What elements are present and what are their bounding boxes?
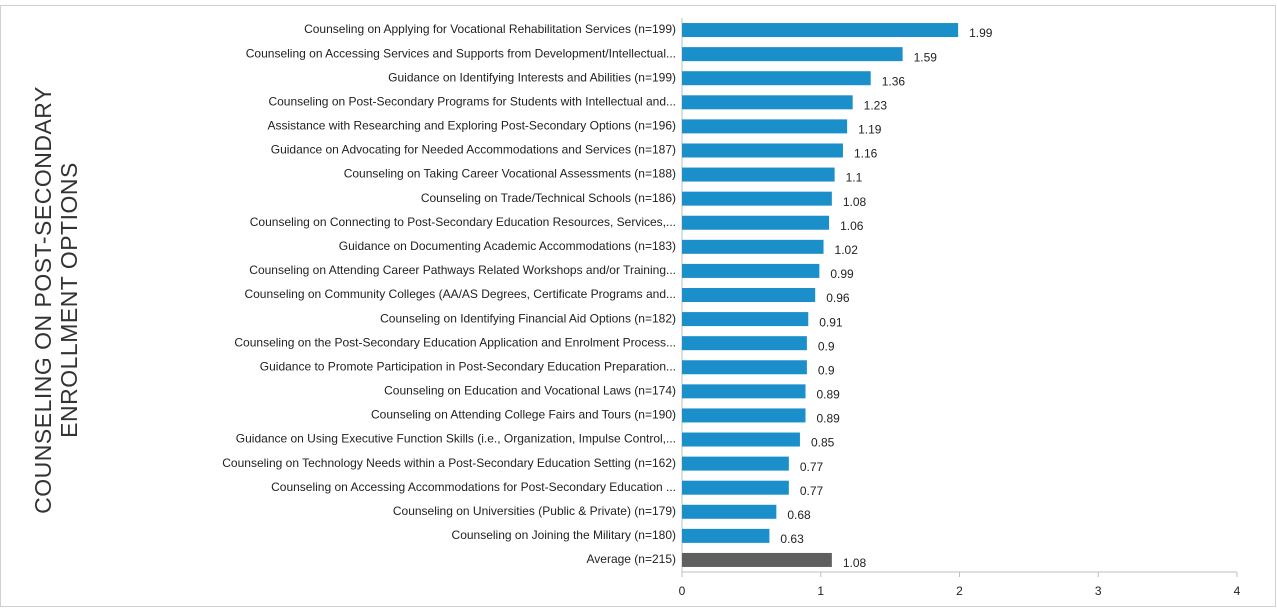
value-label: 1.59: [914, 50, 938, 64]
y-tick-label: Counseling on Accessing Accommodations f…: [271, 480, 676, 494]
y-tick-label: Guidance to Promote Participation in Pos…: [260, 359, 676, 373]
value-label: 0.63: [780, 532, 804, 546]
y-axis-title-line: ENROLLMENT OPTIONS: [56, 162, 82, 438]
bar: [682, 167, 835, 182]
bar: [682, 23, 959, 38]
value-label: 0.89: [816, 412, 840, 426]
bar: [682, 143, 843, 158]
value-label: 1.36: [882, 74, 906, 88]
x-tick-label: 4: [1234, 584, 1241, 598]
bar: [682, 432, 800, 447]
x-tick-label: 0: [679, 584, 686, 598]
x-tick-label: 1: [817, 584, 824, 598]
value-label: 0.9: [818, 363, 835, 377]
x-tick-label: 3: [1095, 584, 1102, 598]
bar: [682, 71, 871, 86]
bar: [682, 288, 816, 302]
y-tick-label: Guidance on Advocating for Needed Accomm…: [271, 143, 676, 157]
y-tick-label: Counseling on Identifying Financial Aid …: [380, 311, 676, 325]
y-tick-label: Counseling on Connecting to Post-Seconda…: [250, 215, 676, 229]
bar: [682, 312, 809, 327]
y-tick-label: Counseling on Community Colleges (AA/AS …: [244, 287, 676, 301]
y-tick-label: Counseling on Joining the Military (n=18…: [452, 528, 676, 542]
x-tick-label: 2: [956, 584, 963, 598]
bar: [682, 215, 830, 230]
y-tick-label: Counseling on Universities (Public & Pri…: [393, 504, 676, 518]
bar: [682, 263, 820, 278]
bar: [682, 504, 777, 519]
bar: [682, 480, 789, 495]
bar: [682, 47, 903, 62]
y-tick-label: Counseling on Accessing Services and Sup…: [246, 46, 676, 60]
y-tick-label: Counseling on Technology Needs within a …: [222, 456, 676, 470]
y-tick-label: Guidance on Using Executive Function Ski…: [236, 432, 676, 446]
y-tick-label: Guidance on Documenting Academic Accommo…: [339, 239, 676, 253]
bar: [682, 552, 832, 567]
y-tick-label: Counseling on Education and Vocational L…: [384, 384, 676, 398]
value-label: 0.77: [800, 484, 824, 498]
bar: [682, 384, 806, 399]
y-tick-label: Counseling on Attending College Fairs an…: [371, 408, 676, 422]
y-tick-label: Average (n=215): [586, 552, 676, 566]
value-label: 0.91: [819, 315, 843, 329]
value-label: 1.02: [835, 243, 859, 257]
y-tick-label: Guidance on Identifying Interests and Ab…: [388, 70, 676, 84]
y-tick-label: Counseling on the Post-Secondary Educati…: [234, 335, 676, 349]
bar: [682, 119, 848, 134]
bar: [682, 408, 806, 423]
value-label: 0.99: [830, 267, 854, 281]
value-label: 1.19: [858, 123, 882, 137]
value-label: 0.85: [811, 436, 835, 450]
value-label: 0.77: [800, 460, 824, 474]
bar: [682, 239, 824, 254]
value-label: 0.68: [787, 508, 811, 522]
bar: [682, 336, 807, 351]
bar: [682, 360, 807, 375]
y-tick-label: Counseling on Taking Career Vocational A…: [344, 167, 676, 181]
bar: [682, 95, 853, 110]
value-label: 1.08: [843, 556, 867, 570]
value-label: 1.99: [969, 26, 993, 40]
y-tick-label: Counseling on Applying for Vocational Re…: [304, 22, 676, 36]
value-label: 1.23: [864, 98, 888, 112]
value-label: 1.1: [846, 171, 863, 185]
chart-frame: [0, 5, 1276, 607]
bar: [682, 456, 789, 471]
value-label: 1.16: [854, 147, 878, 161]
value-label: 0.89: [816, 388, 840, 402]
value-label: 0.9: [818, 339, 835, 353]
y-tick-label: Assistance with Researching and Explorin…: [267, 119, 676, 133]
y-tick-label: Counseling on Attending Career Pathways …: [249, 263, 676, 277]
y-tick-label: Counseling on Trade/Technical Schools (n…: [421, 191, 676, 205]
y-axis-title: COUNSELING ON POST-SECONDARY ENROLLMENT …: [30, 86, 82, 514]
value-label: 1.06: [840, 219, 864, 233]
value-label: 0.96: [826, 291, 850, 305]
y-axis-title-line: COUNSELING ON POST-SECONDARY: [30, 86, 56, 514]
y-tick-label: Counseling on Post-Secondary Programs fo…: [268, 94, 676, 108]
bar: [682, 528, 770, 543]
value-label: 1.08: [843, 195, 867, 209]
bar: [682, 191, 832, 206]
